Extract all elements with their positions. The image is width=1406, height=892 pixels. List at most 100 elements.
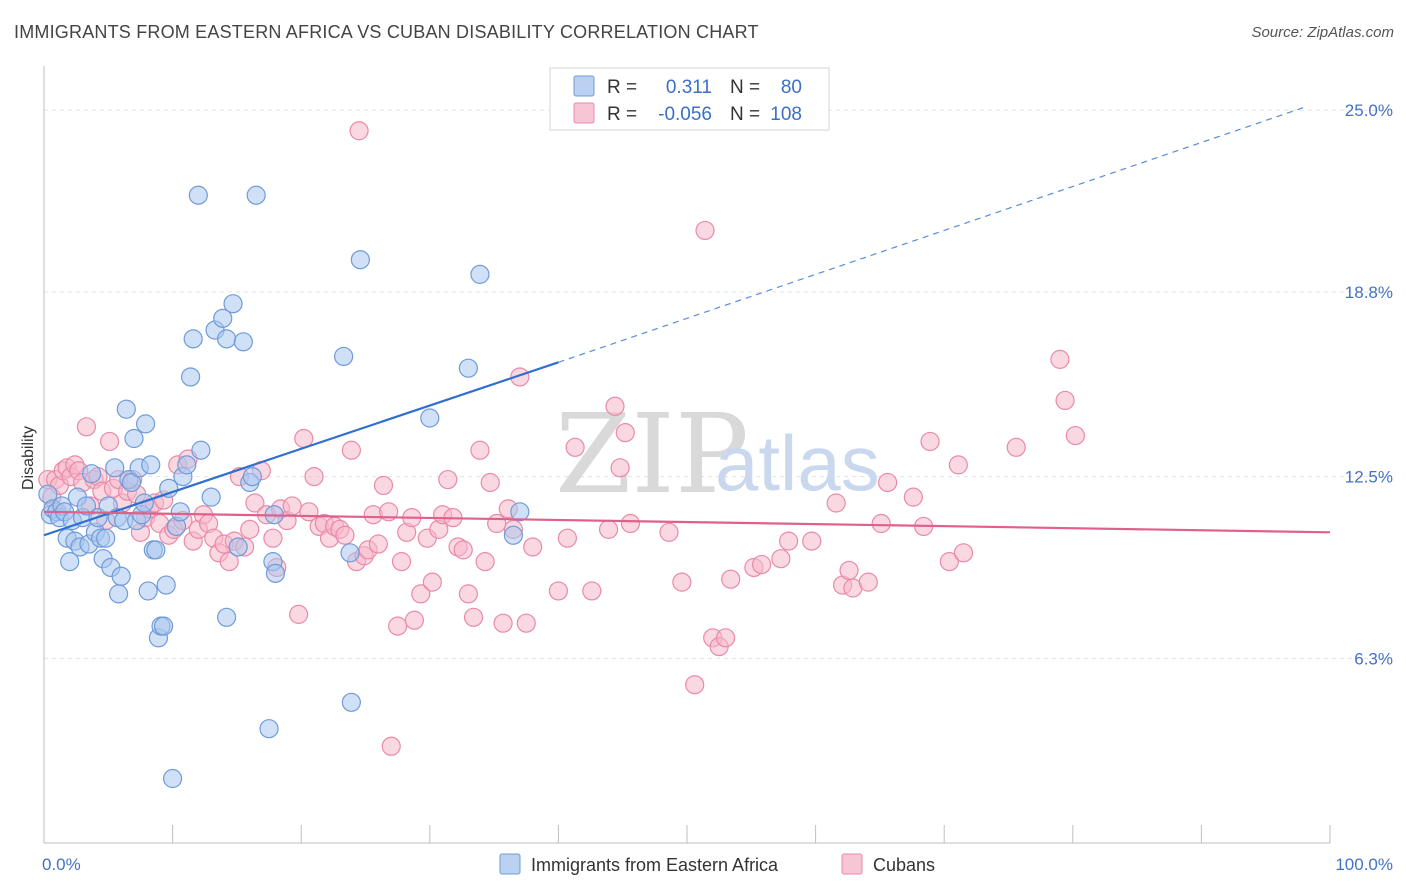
legend-swatch-pink — [573, 102, 595, 124]
data-point — [778, 531, 799, 551]
data-point — [334, 346, 354, 367]
axes — [43, 66, 1331, 844]
data-point — [420, 408, 440, 428]
data-point — [1055, 390, 1075, 411]
data-point — [510, 502, 530, 522]
data-point — [695, 220, 715, 241]
data-point — [685, 675, 705, 695]
data-point — [1050, 349, 1070, 369]
bottom-legend-label-blue: Immigrants from Eastern Africa — [531, 855, 779, 875]
data-point — [153, 616, 174, 636]
data-point — [470, 264, 490, 284]
grid — [44, 109, 1392, 659]
bottom-legend-swatch-pink — [841, 853, 863, 875]
chart-title: IMMIGRANTS FROM EASTERN AFRICA VS CUBAN … — [14, 22, 759, 42]
data-point — [438, 469, 458, 490]
data-point — [246, 185, 266, 205]
data-point — [903, 487, 923, 507]
data-point — [111, 566, 131, 586]
bottom-legend-swatch-blue — [499, 853, 521, 875]
data-point — [605, 396, 625, 416]
data-point — [463, 607, 484, 627]
data-point — [388, 616, 408, 636]
data-point — [721, 569, 741, 589]
data-point — [487, 513, 507, 534]
x-tick-labels: 0.0% 100.0% — [42, 855, 1393, 874]
data-point — [105, 458, 125, 478]
trend-lines — [43, 106, 1331, 537]
data-point — [233, 332, 253, 352]
data-point — [265, 563, 286, 583]
data-point — [839, 560, 859, 581]
data-point — [60, 552, 80, 572]
data-point — [282, 496, 302, 516]
y-tick-label: 25.0% — [1345, 101, 1393, 120]
data-point — [557, 528, 578, 548]
data-point — [715, 628, 736, 648]
data-point — [96, 528, 116, 548]
data-point — [751, 554, 772, 575]
data-point — [1065, 425, 1085, 446]
data-point — [615, 423, 635, 443]
x-tick-label: 0.0% — [42, 855, 81, 874]
watermark-zip: ZIP — [555, 390, 749, 518]
data-point — [146, 540, 166, 560]
data-point — [304, 467, 324, 487]
data-point — [516, 613, 536, 633]
data-point — [422, 572, 442, 592]
legend-n-label-pink: N = — [730, 104, 760, 125]
data-point — [453, 540, 473, 560]
data-point — [289, 604, 309, 624]
data-point — [341, 692, 361, 712]
data-point — [953, 543, 974, 563]
data-point — [404, 610, 424, 630]
data-point — [183, 329, 203, 349]
data-point — [598, 519, 619, 539]
data-point — [76, 496, 97, 516]
data-point — [134, 493, 154, 513]
data-point — [135, 414, 156, 434]
bottom-legend: Immigrants from Eastern Africa Cubans — [499, 853, 935, 875]
data-point — [1006, 437, 1026, 457]
bottom-legend-label-pink: Cubans — [873, 855, 935, 875]
legend-swatch-blue — [573, 75, 595, 97]
data-point — [582, 581, 602, 601]
data-point — [99, 431, 120, 452]
data-point — [523, 537, 543, 557]
data-point — [76, 417, 97, 437]
data-point — [181, 367, 201, 387]
data-point — [170, 502, 190, 522]
data-point — [242, 467, 262, 487]
data-point — [217, 607, 237, 627]
data-point — [116, 399, 136, 419]
data-point — [259, 719, 279, 739]
data-point — [350, 250, 370, 270]
data-point — [141, 455, 161, 475]
trend-line — [43, 361, 559, 537]
data-point — [263, 528, 283, 548]
data-point — [368, 534, 388, 554]
data-point — [381, 736, 401, 756]
data-point — [920, 431, 940, 452]
legend-r-value-pink: -0.056 — [658, 104, 712, 125]
data-point — [138, 581, 158, 601]
data-point — [620, 513, 641, 534]
data-point — [480, 472, 500, 493]
data-point — [548, 581, 569, 601]
data-point — [458, 584, 478, 604]
y-tick-label: 18.8% — [1345, 283, 1393, 302]
legend-n-label-blue: N = — [730, 77, 760, 98]
data-point — [177, 455, 197, 475]
data-point — [213, 308, 233, 328]
legend-r-value-blue: 0.311 — [666, 77, 712, 98]
data-point — [411, 584, 431, 604]
data-point — [565, 437, 585, 457]
data-point — [245, 493, 265, 513]
data-point — [191, 440, 211, 460]
data-point — [340, 543, 360, 563]
source-label: Source: ZipAtlas.com — [1251, 24, 1394, 41]
data-point — [124, 428, 144, 449]
data-point — [341, 440, 361, 460]
data-point — [201, 487, 221, 507]
